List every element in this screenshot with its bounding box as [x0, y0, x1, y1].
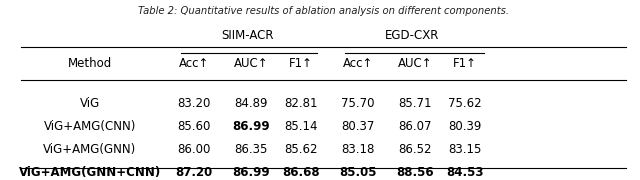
Text: 86.00: 86.00: [177, 143, 211, 156]
Text: 83.15: 83.15: [449, 143, 482, 156]
Text: F1↑: F1↑: [453, 57, 477, 70]
Text: 83.20: 83.20: [177, 97, 211, 110]
Text: SIIM-ACR: SIIM-ACR: [221, 29, 274, 42]
Text: Method: Method: [68, 57, 112, 70]
Text: 84.89: 84.89: [234, 97, 268, 110]
Text: ViG: ViG: [80, 97, 100, 110]
Text: 86.52: 86.52: [398, 143, 431, 156]
Text: AUC↑: AUC↑: [397, 57, 432, 70]
Text: Acc↑: Acc↑: [179, 57, 209, 70]
Text: 85.71: 85.71: [398, 97, 431, 110]
Text: 88.56: 88.56: [396, 166, 433, 179]
Text: ViG+AMG(CNN): ViG+AMG(CNN): [44, 120, 136, 133]
Text: 75.62: 75.62: [449, 97, 482, 110]
Text: 87.20: 87.20: [175, 166, 212, 179]
Text: AUC↑: AUC↑: [234, 57, 268, 70]
Text: 82.81: 82.81: [285, 97, 318, 110]
Text: 83.18: 83.18: [341, 143, 374, 156]
Text: 86.68: 86.68: [282, 166, 320, 179]
Text: ViG+AMG(GNN+CNN): ViG+AMG(GNN+CNN): [19, 166, 161, 179]
Text: Table 2: Quantitative results of ablation analysis on different components.: Table 2: Quantitative results of ablatio…: [138, 6, 509, 17]
Text: 85.62: 85.62: [285, 143, 318, 156]
Text: 86.99: 86.99: [232, 166, 269, 179]
Text: 80.39: 80.39: [449, 120, 482, 133]
Text: 86.99: 86.99: [232, 120, 269, 133]
Text: 85.05: 85.05: [339, 166, 377, 179]
Text: 86.35: 86.35: [234, 143, 268, 156]
Text: 86.07: 86.07: [398, 120, 431, 133]
Text: F1↑: F1↑: [289, 57, 313, 70]
Text: 75.70: 75.70: [341, 97, 375, 110]
Text: 80.37: 80.37: [341, 120, 374, 133]
Text: 85.14: 85.14: [285, 120, 318, 133]
Text: EGD-CXR: EGD-CXR: [385, 29, 439, 42]
Text: Acc↑: Acc↑: [343, 57, 373, 70]
Text: 84.53: 84.53: [447, 166, 484, 179]
Text: ViG+AMG(GNN): ViG+AMG(GNN): [44, 143, 136, 156]
Text: 85.60: 85.60: [177, 120, 211, 133]
